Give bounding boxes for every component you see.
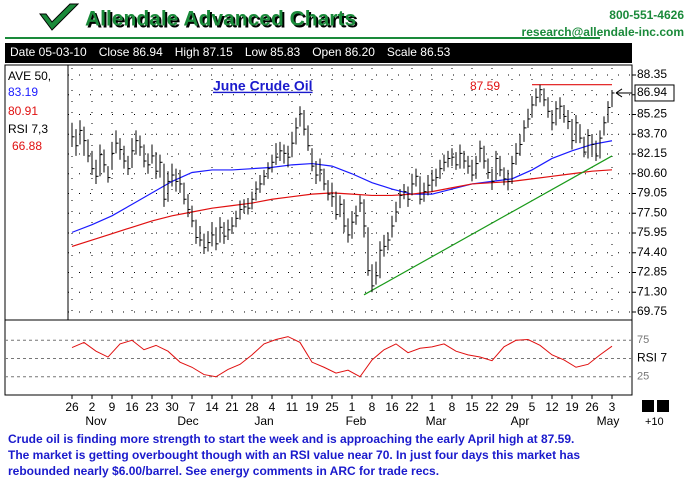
x-tick-label: 8 — [369, 400, 376, 414]
zoom-button[interactable] — [657, 400, 669, 412]
commentary-line: The market is getting overbought though … — [8, 448, 580, 462]
month-label: Nov — [85, 414, 106, 428]
x-tick-label: 8 — [449, 400, 456, 414]
rsi-line — [71, 336, 613, 378]
x-tick-label: 14 — [205, 400, 219, 414]
info-group: Date 05-03-10 Close 86.94 High 87.15 Low 85… — [10, 45, 451, 59]
x-tick-label: 30 — [165, 400, 179, 414]
rsi-legend-value: 66.88 — [12, 139, 42, 153]
frame — [4, 64, 633, 396]
month-label: Dec — [177, 414, 198, 428]
brand-shadow: Allendale Advanced Charts — [87, 10, 358, 33]
info-bar — [5, 43, 632, 63]
x-tick-label: 9 — [109, 400, 116, 414]
x-tick-label: 2 — [89, 400, 96, 414]
x-tick-label: 7 — [189, 400, 196, 414]
moving-average — [71, 140, 613, 233]
info-item: High 87.15 — [175, 45, 233, 59]
y-tick-label: 83.70 — [637, 126, 667, 140]
info-item: Date 05-03-10 — [10, 45, 87, 59]
x-tick-label: 29 — [505, 400, 519, 414]
ma-legend-value: 80.91 — [8, 104, 38, 118]
y-tick-label: 75.95 — [637, 225, 667, 239]
x-tick-label: 23 — [145, 400, 159, 414]
x-tick-label: 28 — [245, 400, 259, 414]
y-tick-label: 85.25 — [637, 107, 667, 121]
x-tick-label: 1 — [349, 400, 356, 414]
last-price-arrowhead — [615, 88, 632, 98]
zoom-label[interactable]: +10 — [645, 416, 664, 428]
x-tick-label: 4 — [269, 400, 276, 414]
y-tick-label: 82.15 — [637, 146, 667, 160]
x-tick-label: 15 — [465, 400, 479, 414]
x-tick-label: 26 — [65, 400, 79, 414]
info-item: Close 86.94 — [99, 45, 163, 59]
last-price-box — [634, 84, 675, 102]
y-tick-label: 69.75 — [637, 304, 667, 318]
x-tick-label: 3 — [609, 400, 616, 414]
email: research@allendale-inc.com — [522, 25, 684, 39]
y-tick-label: 77.50 — [637, 205, 667, 219]
month-label: May — [597, 414, 620, 428]
x-tick-label: 21 — [225, 400, 239, 414]
y-tick-label: 79.05 — [637, 186, 667, 200]
x-tick-label: 22 — [405, 400, 419, 414]
resistance-label: 87.59 — [470, 79, 500, 93]
info-item: Low 85.83 — [245, 45, 301, 59]
x-tick-label: 19 — [565, 400, 579, 414]
x-tick-label: 22 — [485, 400, 499, 414]
ma-legend: AVE 50, — [8, 69, 51, 83]
x-tick-label: 5 — [529, 400, 536, 414]
month-label: Apr — [511, 414, 530, 428]
trendline — [363, 155, 613, 296]
y-tick-label: 71.30 — [637, 284, 667, 298]
month-label: Feb — [346, 414, 367, 428]
chart-title: June Crude Oil — [213, 78, 313, 94]
moving-average — [71, 169, 613, 247]
y-tick-label: 88.35 — [637, 67, 667, 81]
logo-icon — [39, 3, 80, 31]
month-label: Jan — [254, 414, 273, 428]
month-label: Mar — [426, 414, 447, 428]
rsi-tick-label: 25 — [637, 371, 649, 383]
x-tick-label: 16 — [125, 400, 139, 414]
phone: 800-551-4626 — [609, 8, 684, 22]
x-tick-label: 25 — [325, 400, 339, 414]
rsi-axis-label: RSI 7 — [637, 351, 667, 365]
x-tick-label: 1 — [429, 400, 436, 414]
y-tick-label: 80.60 — [637, 166, 667, 180]
commentary-line: rebounded nearly $6.00/barrel. See energ… — [8, 464, 439, 478]
last-price-label: 86.94 — [637, 85, 667, 99]
rsi-legend: RSI 7,3 — [8, 122, 48, 136]
x-tick-label: 19 — [305, 400, 319, 414]
y-tick-label: 72.85 — [637, 265, 667, 279]
commentary-line: Crude oil is finding more strength to st… — [8, 432, 574, 446]
x-tick-label: 26 — [585, 400, 599, 414]
x-tick-label: 12 — [545, 400, 559, 414]
zoom-button[interactable] — [642, 400, 654, 412]
info-item: Scale 86.53 — [387, 45, 451, 59]
x-tick-label: 11 — [286, 400, 299, 414]
x-tick-label: 16 — [385, 400, 399, 414]
ma-legend-value: 83.19 — [8, 85, 38, 99]
y-tick-label: 74.40 — [637, 245, 667, 259]
info-item: Open 86.20 — [312, 45, 375, 59]
brand: Allendale Advanced Charts — [85, 8, 356, 31]
rsi-tick-label: 75 — [637, 334, 649, 346]
